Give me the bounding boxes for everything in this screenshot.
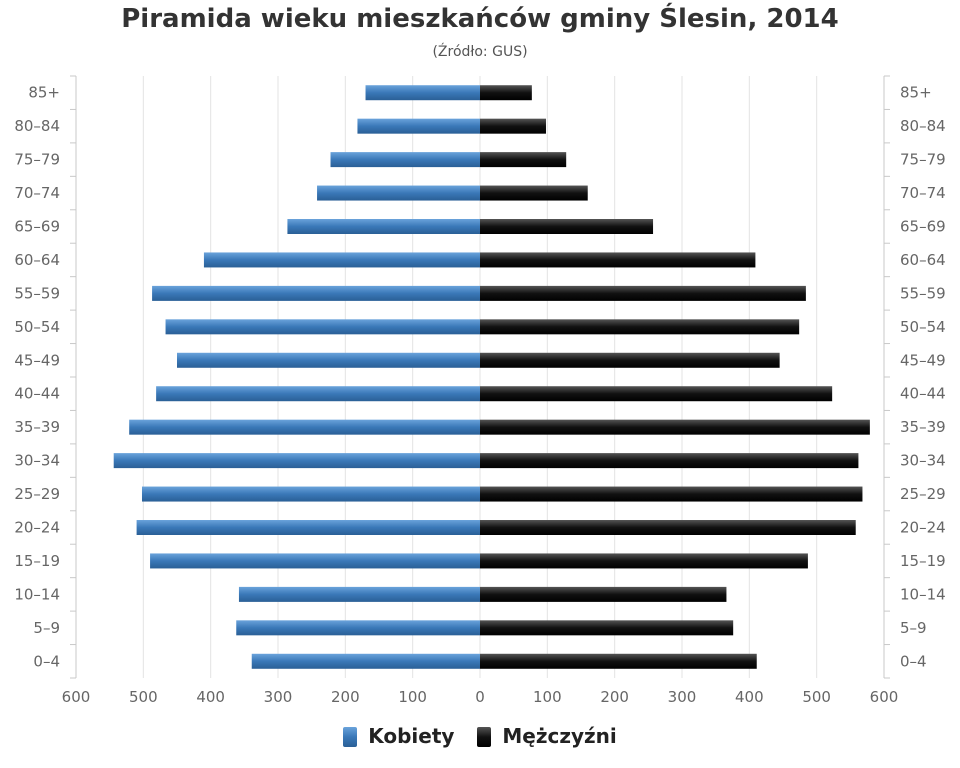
bar-males[interactable]	[480, 285, 806, 301]
legend: Kobiety Mężczyźni	[0, 722, 960, 748]
bar-males[interactable]	[480, 486, 863, 502]
y-category-label-left: 40–44	[14, 385, 60, 403]
y-category-label-left: 35–39	[14, 418, 60, 436]
bar-females[interactable]	[357, 118, 480, 134]
x-tick-label: 400	[196, 688, 225, 706]
legend-item-females[interactable]: Kobiety	[343, 724, 454, 748]
y-category-label-right: 30–34	[900, 452, 946, 470]
bar-males[interactable]	[480, 520, 856, 535]
x-tick-label: 600	[62, 688, 91, 706]
x-tick-label: 300	[264, 688, 293, 706]
y-category-label-right: 70–74	[900, 184, 946, 202]
y-category-label-left: 70–74	[14, 184, 60, 202]
bar-males[interactable]	[480, 586, 727, 602]
y-category-label-left: 55–59	[14, 284, 60, 302]
x-tick-label: 500	[802, 688, 831, 706]
x-tick-label: 300	[668, 688, 697, 706]
bar-males[interactable]	[480, 319, 800, 335]
x-tick-label: 200	[600, 688, 629, 706]
x-tick-label: 100	[398, 688, 427, 706]
y-category-label-left: 0–4	[33, 652, 60, 670]
y-category-label-left: 15–19	[14, 552, 60, 570]
bar-females[interactable]	[136, 520, 480, 535]
pyramid-chart: 600 500 400 300 200 100 0 100 200 300 400 500 600 85+…	[14, 75, 946, 706]
bar-females[interactable]	[152, 285, 480, 301]
legend-item-males[interactable]: Mężczyźni	[477, 723, 617, 748]
y-category-label-left: 85+	[28, 84, 60, 102]
x-tick-label: 600	[870, 688, 899, 706]
bar-males[interactable]	[480, 453, 859, 469]
y-category-label-left: 5–9	[33, 619, 60, 637]
y-category-label-right: 85+	[900, 84, 932, 102]
x-tick-label: 500	[129, 688, 158, 706]
x-tick-label: 100	[533, 688, 562, 706]
y-category-label-right: 80–84	[900, 117, 946, 135]
y-category-label-left: 50–54	[14, 318, 60, 336]
bar-males[interactable]	[480, 118, 546, 134]
y-category-label-left: 80–84	[14, 117, 60, 135]
bar-females[interactable]	[113, 453, 480, 469]
legend-label-males: Mężczyźni	[502, 723, 617, 748]
bar-males[interactable]	[480, 252, 756, 268]
bar-males[interactable]	[480, 185, 588, 201]
bar-females[interactable]	[129, 419, 480, 435]
bar-males[interactable]	[480, 219, 654, 234]
bar-females[interactable]	[156, 386, 481, 402]
bar-males[interactable]	[480, 620, 734, 636]
bar-females[interactable]	[177, 352, 480, 368]
y-category-label-right: 75–79	[900, 151, 946, 169]
bar-males[interactable]	[480, 152, 567, 168]
y-category-label-left: 60–64	[14, 251, 60, 269]
bar-females[interactable]	[238, 586, 480, 602]
bar-females[interactable]	[165, 319, 480, 335]
y-category-label-left: 75–79	[14, 151, 60, 169]
bar-males[interactable]	[480, 85, 532, 101]
legend-swatch-females	[343, 727, 358, 747]
bar-females[interactable]	[203, 252, 480, 268]
legend-swatch-males	[477, 727, 492, 747]
bar-males[interactable]	[480, 419, 870, 435]
bar-males[interactable]	[480, 352, 780, 368]
y-category-label-left: 25–29	[14, 485, 60, 503]
y-category-label-left: 45–49	[14, 351, 60, 369]
y-category-label-right: 55–59	[900, 284, 946, 302]
bar-females[interactable]	[330, 152, 480, 168]
bar-females[interactable]	[150, 553, 481, 569]
bar-males[interactable]	[480, 653, 757, 669]
chart-subtitle: (Źródło: GUS)	[432, 44, 528, 60]
bar-females[interactable]	[287, 219, 480, 234]
y-category-label-right: 0–4	[900, 652, 927, 670]
bar-males[interactable]	[480, 386, 833, 402]
y-category-label-right: 50–54	[900, 318, 946, 336]
bar-females[interactable]	[236, 620, 480, 636]
y-category-label-left: 20–24	[14, 519, 60, 537]
y-category-label-right: 10–14	[900, 585, 946, 603]
chart-title: Piramida wieku mieszkańców gminy Ślesin,…	[121, 4, 839, 34]
x-tick-label: 0	[475, 688, 485, 706]
legend-label-females: Kobiety	[368, 723, 455, 748]
y-category-label-right: 45–49	[900, 351, 946, 369]
bar-females[interactable]	[141, 486, 480, 502]
y-category-label-right: 20–24	[900, 519, 946, 537]
x-tick-label: 400	[735, 688, 764, 706]
y-category-label-right: 15–19	[900, 552, 946, 570]
y-category-label-right: 65–69	[900, 218, 946, 236]
bar-females[interactable]	[251, 653, 480, 669]
y-category-label-right: 60–64	[900, 251, 946, 269]
y-category-label-right: 5–9	[900, 619, 927, 637]
y-category-label-left: 30–34	[14, 452, 60, 470]
x-tick-label: 200	[331, 688, 360, 706]
y-category-label-left: 10–14	[14, 585, 60, 603]
y-category-label-right: 25–29	[900, 485, 946, 503]
bar-males[interactable]	[480, 553, 808, 569]
y-category-label-right: 40–44	[900, 385, 946, 403]
bar-females[interactable]	[317, 185, 480, 201]
bar-females[interactable]	[365, 85, 480, 101]
y-category-label-right: 35–39	[900, 418, 946, 436]
y-category-label-left: 65–69	[14, 218, 60, 236]
